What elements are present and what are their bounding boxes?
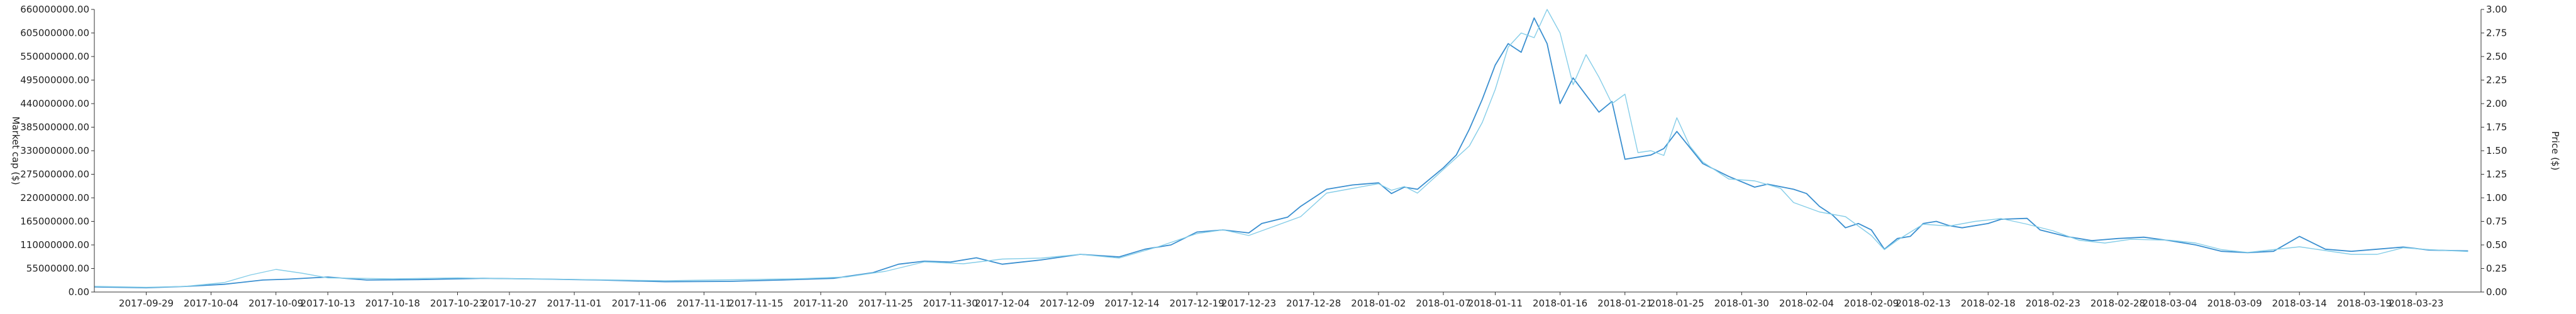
- x-tick-label: 2017-12-14: [1104, 298, 1159, 309]
- x-tick-label: 2017-10-13: [301, 298, 355, 309]
- tick-labels: 2017-09-29 2017-10-04 2017-10-092017-10-13…: [20, 4, 2507, 309]
- x-tick-label: 2018-01-02: [1351, 298, 1406, 309]
- y-left-tick-label: 0.00: [69, 286, 89, 298]
- y-right-tick-label: 1.00: [2486, 192, 2507, 203]
- x-tick-label: 2017-11-20: [793, 298, 848, 309]
- x-tick-label: 2017-12-19: [1170, 298, 1224, 309]
- x-tick-label: 2018-01-07: [1416, 298, 1470, 309]
- x-tick-label: 2018-03-09: [2207, 298, 2262, 309]
- y-left-tick-label: 605000000.00: [20, 28, 89, 39]
- x-tick-label: 2018-02-28: [2090, 298, 2145, 309]
- x-tick-label: 2017-11-15: [728, 298, 783, 309]
- x-tick-label: 2018-01-25: [1650, 298, 1704, 309]
- x-tick-label: 2017-12-04: [975, 298, 1030, 309]
- price-series-line: [94, 9, 2468, 288]
- x-tick-label: 2017-09-29: [119, 298, 174, 309]
- x-tick-label: 2018-01-21: [1597, 298, 1652, 309]
- y-left-tick-label: 110000000.00: [20, 239, 89, 251]
- axes: [94, 9, 2482, 293]
- x-tick-label: 2018-01-16: [1533, 298, 1587, 309]
- y-left-axis-title: Market cap ($): [10, 116, 21, 185]
- x-tick-label: 2017-11-06: [612, 298, 667, 309]
- x-tick-label: 2017-10-04: [184, 298, 238, 309]
- y-right-tick-label: 0.00: [2486, 286, 2507, 298]
- x-tick-label: 2018-02-09: [1844, 298, 1899, 309]
- x-tick-label: 2018-03-14: [2272, 298, 2327, 309]
- y-left-tick-label: 165000000.00: [20, 216, 89, 227]
- x-tick-label: 2018-02-18: [1961, 298, 2016, 309]
- y-right-tick-label: 2.50: [2486, 51, 2507, 62]
- y-left-tick-label: 330000000.00: [20, 145, 89, 156]
- y-left-tick-label: 660000000.00: [20, 4, 89, 15]
- x-tick-label: 2017-11-30: [923, 298, 978, 309]
- x-tick-label: 2018-03-23: [2389, 298, 2443, 309]
- y-right-tick-label: 3.00: [2486, 4, 2507, 15]
- x-tick-label: 2017-10-18: [365, 298, 420, 309]
- x-tick-label: 2017-11-01: [547, 298, 602, 309]
- y-left-tick-label: 550000000.00: [20, 51, 89, 62]
- x-tick-label: 2017-10-23: [430, 298, 485, 309]
- y-right-tick-label: 2.00: [2486, 98, 2507, 109]
- y-left-tick-label: 220000000.00: [20, 192, 89, 203]
- x-tick-label: 2018-03-04: [2142, 298, 2197, 309]
- y-left-tick-label: 495000000.00: [20, 75, 89, 86]
- y-right-tick-label: 1.75: [2486, 122, 2507, 133]
- y-left-tick-label: 275000000.00: [20, 169, 89, 180]
- y-right-tick-label: 2.25: [2486, 75, 2507, 86]
- x-tick-label: 2017-10-27: [482, 298, 536, 309]
- y-left-tick-label: 55000000.00: [26, 263, 89, 274]
- y-right-tick-label: 2.75: [2486, 28, 2507, 39]
- x-tick-label: 2018-03-19: [2337, 298, 2392, 309]
- x-tick-label: 2017-11-25: [858, 298, 913, 309]
- y-right-tick-label: 0.75: [2486, 216, 2507, 227]
- x-tick-label: 2017-12-09: [1040, 298, 1094, 309]
- market-cap-series-line: [94, 17, 2468, 289]
- x-tick-label: 2018-01-11: [1468, 298, 1523, 309]
- y-left-tick-label: 385000000.00: [20, 122, 89, 133]
- x-tick-label: 2017-10-09: [248, 298, 303, 309]
- x-tick-label: 2018-01-30: [1714, 298, 1769, 309]
- x-tick-label: 2017-11-11: [677, 298, 731, 309]
- x-tick-label: 2017-12-23: [1221, 298, 1276, 309]
- y-left-tick-label: 440000000.00: [20, 98, 89, 109]
- series-lines: [94, 9, 2468, 289]
- x-tick-label: 2018-02-13: [1896, 298, 1951, 309]
- x-tick-label: 2018-02-04: [1779, 298, 1834, 309]
- x-tick-label: 2018-02-23: [2026, 298, 2080, 309]
- x-tick-label: 2017-12-28: [1286, 298, 1341, 309]
- y-right-axis-title: Price ($): [2550, 131, 2561, 171]
- y-right-tick-label: 0.50: [2486, 239, 2507, 251]
- y-right-tick-label: 1.50: [2486, 145, 2507, 156]
- y-right-tick-label: 0.25: [2486, 263, 2507, 274]
- y-right-tick-label: 1.25: [2486, 169, 2507, 180]
